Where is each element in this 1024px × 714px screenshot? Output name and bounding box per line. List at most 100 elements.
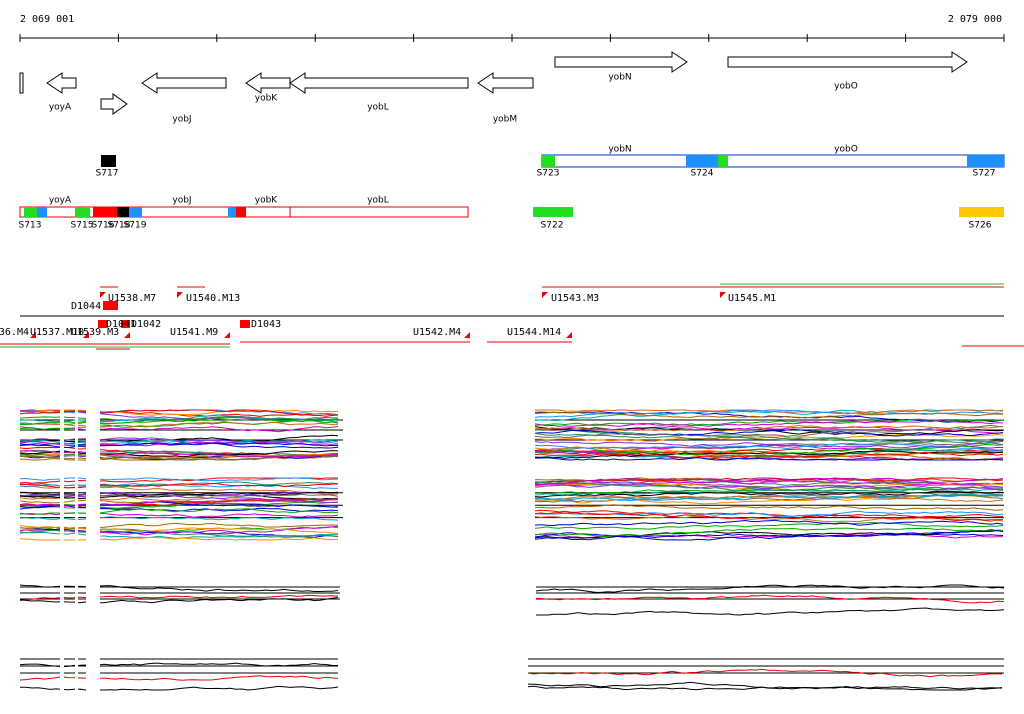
signal-trace [19, 525, 339, 534]
signal-trace [534, 424, 1004, 432]
signal-trace [19, 516, 339, 521]
feature-flag [100, 292, 106, 298]
unit-label: yobJ [172, 196, 191, 206]
site-block [236, 207, 246, 217]
feature-flag [83, 332, 89, 338]
site-block [93, 207, 117, 217]
feature-label: U1545.M1 [728, 293, 776, 304]
signal-trace [534, 512, 1004, 521]
signal-trace [536, 607, 1005, 616]
signal-gap [60, 400, 64, 700]
signal-trace [534, 456, 1004, 461]
signal-trace [19, 597, 339, 604]
signal-trace [534, 428, 1004, 437]
signal-trace [534, 420, 1004, 427]
signal-trace [534, 418, 1004, 426]
gene-label: yoyA [49, 103, 72, 113]
signal-trace [534, 443, 1004, 457]
feature-label: U1544.M14 [507, 327, 561, 338]
signal-trace [19, 498, 339, 507]
signal-trace [19, 491, 339, 500]
signal-trace [19, 685, 339, 691]
signal-trace [20, 418, 339, 425]
signal-trace [19, 536, 339, 541]
site-label: S713 [19, 221, 42, 231]
gene-arrow [727, 51, 968, 73]
site-block [959, 207, 1004, 217]
gene-arrow [46, 72, 77, 94]
site-block [117, 207, 129, 217]
site-label: S723 [537, 169, 560, 179]
signal-trace [534, 432, 1004, 444]
site-block [75, 207, 90, 217]
gene-arrow [554, 51, 688, 73]
unit-label: yoyA [49, 196, 72, 206]
signal-trace [19, 584, 339, 592]
site-block [542, 155, 555, 167]
ruler-start: 2 069 001 [20, 14, 74, 25]
site-block [686, 155, 718, 167]
signal-tracks [19, 400, 1005, 700]
signal-trace [19, 491, 339, 504]
feature-flag [464, 332, 470, 338]
feature-flag [720, 292, 726, 298]
signal-trace [534, 519, 1004, 527]
signal-trace [534, 490, 1004, 498]
gene-arrow [289, 72, 469, 94]
transcript-box [541, 154, 1005, 168]
gene-label: yobM [493, 115, 517, 125]
signal-trace [19, 442, 339, 449]
signal-trace [19, 675, 339, 681]
feature-label: U1536.M4 [0, 327, 29, 338]
signal-trace [535, 594, 1005, 604]
site-label: S727 [973, 169, 996, 179]
signal-trace [19, 662, 339, 668]
signal-trace [534, 450, 1004, 459]
feature-track [0, 283, 1024, 350]
signal-trace [534, 530, 1004, 541]
signal-trace [534, 481, 1004, 500]
feature-label: U1543.M3 [551, 293, 599, 304]
signal-trace [534, 504, 1004, 511]
signal-trace [534, 411, 1004, 419]
signal-trace [534, 447, 1004, 460]
signal-trace [535, 409, 1004, 415]
site-label: S715 [71, 221, 94, 231]
site-block [533, 207, 573, 217]
unit-label: yobO [834, 145, 858, 155]
feature-flag [124, 332, 130, 338]
unit-label: yobL [367, 196, 389, 206]
gene-label: yobO [834, 82, 858, 92]
signal-trace [527, 668, 1003, 678]
signal-trace [19, 409, 339, 417]
feature-label: D1044 [71, 301, 101, 312]
gene-label: yobJ [172, 115, 191, 125]
site-label: S717 [96, 169, 119, 179]
feature-flag [177, 292, 183, 298]
gene-label: yobN [608, 73, 631, 83]
signal-trace [19, 451, 339, 458]
signal-trace [19, 450, 339, 458]
signal-gap [86, 400, 100, 700]
signal-trace [19, 415, 339, 426]
signal-trace [20, 482, 339, 489]
signal-gap [343, 400, 368, 700]
signal-trace [534, 509, 1003, 518]
signal-trace [534, 521, 1004, 530]
feature-label: U1537.M10 [30, 327, 84, 338]
feature-flag [566, 332, 572, 338]
signal-trace [534, 442, 1004, 452]
signal-trace [534, 424, 1004, 439]
feature-label: D1041 [106, 319, 136, 330]
signal-trace [534, 440, 1004, 452]
feature-label: U1538.M7 [108, 293, 156, 304]
feature-label: U1540.M13 [186, 293, 240, 304]
site-label: S718 [108, 221, 131, 231]
feature-label: U1542.M4 [413, 327, 461, 338]
site-label: S719 [124, 221, 147, 231]
feature-flag [224, 332, 230, 338]
feature-label: D1042 [131, 319, 161, 330]
site-block [101, 155, 116, 167]
signal-trace [19, 420, 339, 429]
